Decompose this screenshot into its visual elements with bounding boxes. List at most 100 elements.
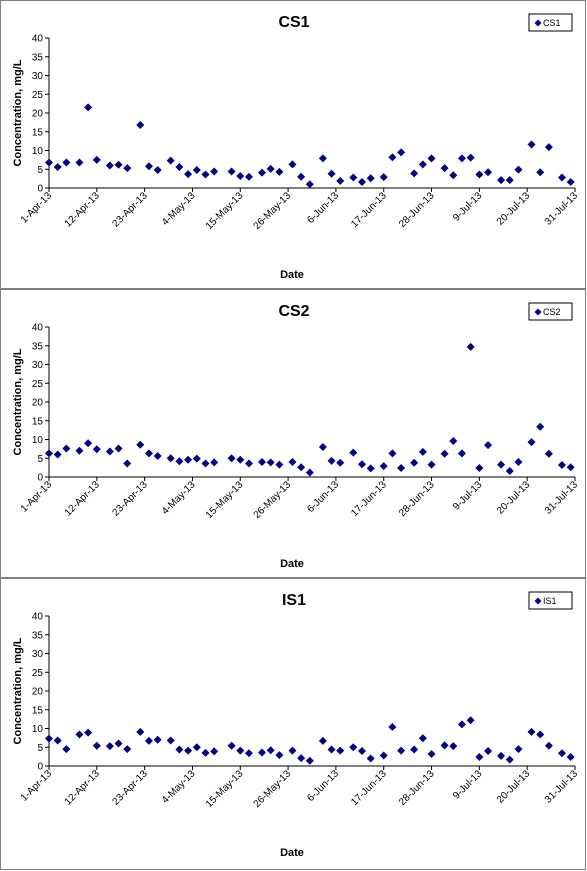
data-point xyxy=(497,460,506,469)
y-tick-label: 10 xyxy=(32,435,44,446)
data-point xyxy=(466,342,475,351)
data-point xyxy=(92,445,101,454)
data-point xyxy=(244,749,253,758)
data-point xyxy=(236,455,245,464)
data-point xyxy=(258,458,267,466)
x-tick-label: 9-Jul-13 xyxy=(451,479,485,513)
data-point xyxy=(440,741,449,750)
data-point xyxy=(144,736,153,745)
data-point xyxy=(53,450,62,459)
x-tick-label: 1-Apr-13 xyxy=(19,479,55,515)
x-tick-label: 6-Jun-13 xyxy=(305,190,341,226)
data-point xyxy=(53,163,62,171)
data-point xyxy=(45,158,53,167)
x-tick-label: 12-Apr-13 xyxy=(63,768,103,808)
data-point xyxy=(227,741,236,750)
x-tick-label: 6-Jun-13 xyxy=(305,479,341,515)
data-point xyxy=(123,164,132,173)
data-point xyxy=(266,164,275,173)
y-axis-label: Concentration, mg/L xyxy=(12,59,24,166)
data-point xyxy=(366,464,375,473)
data-point xyxy=(357,178,366,186)
y-axis-label: Concentration, mg/L xyxy=(12,637,24,744)
data-point xyxy=(136,727,145,736)
chart-panel-cs2: CS2 0 5 10 15 20 25 30 35 40 1-Apr-13 12-Apr-13 23-A… xyxy=(0,289,586,578)
data-point xyxy=(388,449,397,458)
data-point xyxy=(318,154,327,163)
data-point xyxy=(45,449,53,458)
data-point xyxy=(297,172,306,181)
chart-svg: CS2 0 5 10 15 20 25 30 35 40 1-Apr-13 12-Apr-13 23-A… xyxy=(12,302,580,570)
data-point xyxy=(410,458,419,467)
data-point xyxy=(557,749,566,758)
data-point xyxy=(514,745,523,754)
data-point xyxy=(505,467,514,475)
data-point xyxy=(449,742,458,751)
data-point xyxy=(475,170,484,179)
data-point xyxy=(136,121,145,129)
data-point xyxy=(266,458,275,467)
y-tick-label: 25 xyxy=(32,668,44,679)
x-tick-label: 31-Jul-13 xyxy=(543,768,581,806)
data-point xyxy=(210,747,219,756)
y-tick-label: 5 xyxy=(37,743,43,754)
data-point xyxy=(244,172,253,181)
data-point xyxy=(62,158,71,167)
data-point xyxy=(527,727,536,736)
data-point xyxy=(92,155,101,164)
x-tick-label: 12-Apr-13 xyxy=(63,190,103,230)
data-point xyxy=(114,444,123,453)
y-tick-label: 10 xyxy=(32,146,44,157)
x-tick-label: 23-Apr-13 xyxy=(111,479,151,519)
data-point xyxy=(457,720,466,729)
data-point xyxy=(484,747,493,755)
data-point xyxy=(192,166,201,174)
data-point xyxy=(410,745,419,754)
legend-label: IS1 xyxy=(543,596,557,606)
y-tick-label: 40 xyxy=(32,323,44,334)
data-point xyxy=(166,736,175,745)
data-point xyxy=(192,454,201,463)
data-point xyxy=(244,459,253,468)
x-tick-label: 17-Jun-13 xyxy=(349,479,389,519)
x-tick-label: 28-Jun-13 xyxy=(397,190,437,230)
y-axis-label: Concentration, mg/L xyxy=(12,348,24,455)
data-point xyxy=(227,454,236,463)
data-point xyxy=(449,437,458,445)
data-point xyxy=(349,448,358,457)
data-point xyxy=(153,166,162,174)
data-point xyxy=(114,160,123,169)
legend-box xyxy=(528,13,573,32)
data-point xyxy=(357,460,366,469)
data-point xyxy=(305,756,314,765)
x-tick-label: 26-May-13 xyxy=(252,768,294,810)
data-point xyxy=(236,172,245,180)
data-point xyxy=(184,455,193,464)
x-tick-label: 20-Jul-13 xyxy=(495,479,533,517)
data-point xyxy=(53,736,62,745)
data-point xyxy=(544,143,553,152)
data-point xyxy=(297,754,306,763)
y-tick-label: 35 xyxy=(32,630,44,641)
legend-label: CS1 xyxy=(543,18,561,28)
legend-label: CS2 xyxy=(543,307,561,317)
legend: CS2 xyxy=(528,302,573,321)
x-tick-label: 26-May-13 xyxy=(252,190,294,232)
data-point xyxy=(466,716,475,725)
data-point xyxy=(192,743,201,752)
chart-title: CS1 xyxy=(278,14,309,31)
legend: IS1 xyxy=(528,591,573,610)
data-point xyxy=(144,449,153,458)
data-point xyxy=(397,464,406,472)
data-point xyxy=(336,176,345,185)
legend-marker xyxy=(534,597,542,605)
data-point xyxy=(275,167,284,176)
data-point xyxy=(327,456,336,465)
data-point xyxy=(349,173,358,182)
data-point xyxy=(136,440,145,449)
x-tick-label: 26-May-13 xyxy=(252,479,294,521)
y-tick-label: 30 xyxy=(32,71,44,82)
x-tick-label: 28-Jun-13 xyxy=(397,768,437,808)
y-tick-label: 15 xyxy=(32,416,44,427)
legend: CS1 xyxy=(528,13,573,32)
